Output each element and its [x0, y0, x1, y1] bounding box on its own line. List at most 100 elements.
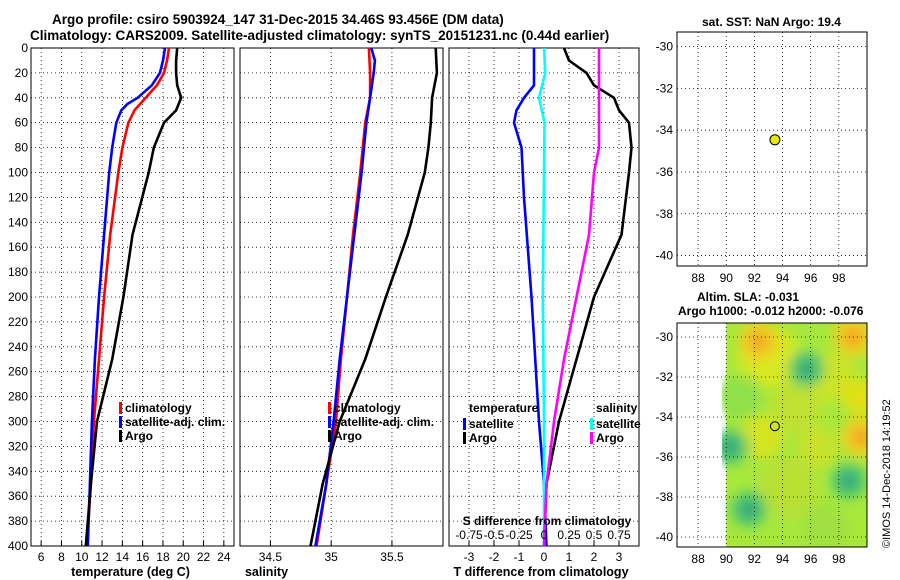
y-tick-label: -38: [656, 490, 674, 504]
y-tick-label: -34: [656, 123, 674, 137]
x-tick-label: 2: [591, 550, 598, 564]
argo-position-marker: [769, 421, 780, 432]
s-diff-tick-label: 0.25: [557, 528, 581, 542]
x-tick-label: 0: [541, 550, 548, 564]
axis-frame: [30, 47, 235, 547]
x-tick-label: 98: [832, 552, 846, 566]
x-tick-label: 22: [197, 550, 211, 564]
x-axis-label: temperature (deg C): [71, 565, 190, 579]
x-tick-label: 10: [75, 550, 89, 564]
y-tick-label: 260: [8, 365, 28, 379]
difference-panel: -3 -2 -1 0 1 2 3T difference from climatology: [448, 47, 640, 579]
y-tick-label: 0: [21, 41, 28, 55]
sla-blob: [770, 381, 823, 433]
series-line-salinity-argo: [542, 48, 601, 546]
y-tick-label: -40: [656, 249, 674, 263]
sla-high-core: [749, 332, 768, 350]
y-tick-label: 160: [8, 240, 28, 254]
series-line-argo: [309, 48, 439, 546]
y-tick-label: 60: [15, 116, 29, 130]
legend-title: temperature: [469, 401, 539, 415]
legend-label: satellite: [596, 417, 641, 431]
salinity-panel: 34.5 35 35.5 salinity: [239, 47, 444, 579]
y-tick-label: 220: [8, 315, 28, 329]
sla-low-core: [840, 473, 857, 489]
x-tick-label: 8: [58, 550, 65, 564]
altim-line-2: Argo h1000: -0.012 h2000: -0.076: [678, 304, 864, 318]
y-tick-label: -36: [656, 165, 674, 179]
y-tick-label: 320: [8, 439, 28, 453]
legend-swatch: [119, 430, 122, 442]
sla-blob: [759, 457, 820, 517]
sla-blob: [739, 415, 784, 459]
s-diff-tick-label: 0: [541, 528, 548, 542]
legend-swatch: [463, 418, 466, 430]
y-tick-label: 360: [8, 489, 28, 503]
x-tick-label: 18: [156, 550, 170, 564]
map-frame: [676, 31, 868, 267]
s-diff-tick-label: -0.25: [505, 528, 533, 542]
x-tick-label: 14: [116, 550, 130, 564]
x-tick-label: 90: [720, 552, 734, 566]
s-diff-axis-label: S difference from climatology: [463, 514, 632, 528]
y-tick-label: 400: [8, 539, 28, 553]
y-tick-label: -40: [656, 530, 674, 544]
y-tick-label: -32: [656, 81, 674, 95]
legend-swatch: [328, 402, 331, 414]
y-tick-label: 280: [8, 390, 28, 404]
x-tick-label: 16: [136, 550, 150, 564]
y-tick-label: 200: [8, 290, 28, 304]
y-tick-label: 380: [8, 514, 28, 528]
legend-label: Argo: [596, 431, 624, 445]
series-line-climatology: [85, 48, 171, 546]
sla-high-core: [852, 428, 867, 446]
x-tick-label: 24: [217, 550, 231, 564]
legend-label: satellite-adj. clim.: [125, 415, 225, 429]
sla-high-core: [843, 328, 862, 346]
sst-map: 88 90 92 94 96 98 -30 -32 -34 -36 -38 -40: [656, 31, 868, 285]
y-tick-label: 140: [8, 215, 28, 229]
legend-swatch: [119, 402, 122, 414]
x-tick-label: 92: [748, 552, 762, 566]
legend-label: satellite: [469, 417, 514, 431]
x-tick-label: 96: [804, 552, 818, 566]
x-tick-label: 35: [324, 550, 338, 564]
y-tick-label: 40: [15, 91, 29, 105]
x-tick-label: 92: [748, 271, 762, 285]
y-tick-label: -30: [656, 40, 674, 54]
x-tick-label: 88: [691, 552, 705, 566]
y-tick-label: -32: [656, 370, 674, 384]
series-line-temperature-satellite: [512, 48, 548, 546]
y-tick-label: -34: [656, 410, 674, 424]
series-line-satellite-adj-clim-: [314, 48, 377, 546]
series-line-salinity-satellite: [537, 48, 547, 546]
y-tick-label: 20: [15, 66, 29, 80]
y-tick-label: -30: [656, 330, 674, 344]
map-frame: [676, 322, 868, 548]
x-tick-label: 35.5: [380, 550, 404, 564]
sla-blob: [722, 375, 763, 419]
x-tick-label: -2: [489, 550, 500, 564]
legend-swatch: [328, 430, 331, 442]
s-diff-tick-label: -0.75: [455, 528, 483, 542]
s-diff-tick-label: 0.75: [607, 528, 631, 542]
x-tick-label: 20: [177, 550, 191, 564]
x-axis-label: salinity: [245, 565, 288, 579]
temperature-panel: 6 8 10 12 14 16 18 20 22 240204060801001201401601…: [8, 41, 235, 579]
x-tick-label: 3: [616, 550, 623, 564]
title-line-1: Argo profile: csiro 5903924_147 31-Dec-2…: [52, 12, 504, 27]
sla-low-core: [740, 501, 757, 517]
altim-line-1: Altim. SLA: -0.031: [697, 290, 800, 304]
sla-low-core: [798, 361, 815, 377]
y-tick-label: 240: [8, 340, 28, 354]
y-tick-label: 80: [15, 141, 29, 155]
y-tick-label: 100: [8, 166, 28, 180]
legend-label: climatology: [334, 401, 401, 415]
y-tick-label: -36: [656, 450, 674, 464]
sst-map-title: sat. SST: NaN Argo: 19.4: [702, 15, 841, 29]
sla-low-core: [722, 439, 739, 455]
y-tick-label: 180: [8, 265, 28, 279]
sla-blob: [800, 503, 849, 547]
sla-field: [722, 323, 867, 547]
